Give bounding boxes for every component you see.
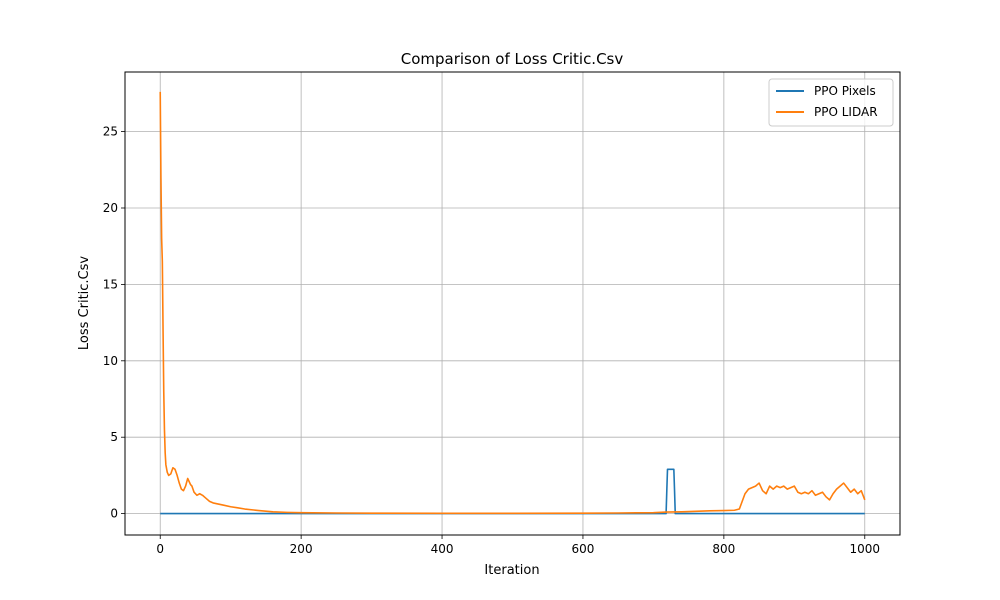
plot-frame bbox=[124, 71, 901, 536]
x-tick-label: 800 bbox=[712, 542, 735, 556]
y-tick-label: 0 bbox=[110, 507, 118, 521]
legend-label-ppo-pixels: PPO Pixels bbox=[814, 84, 876, 98]
y-tick-label: 5 bbox=[110, 430, 118, 444]
series-layer bbox=[159, 91, 866, 515]
series-line-ppo-lidar bbox=[159, 91, 866, 515]
x-tick-label: 1000 bbox=[849, 542, 880, 556]
x-tick-label: 200 bbox=[290, 542, 313, 556]
chart-title: Comparison of Loss Critic.Csv bbox=[401, 50, 624, 68]
legend-label-ppo-lidar: PPO LIDAR bbox=[814, 105, 878, 119]
x-tick-label: 600 bbox=[572, 542, 595, 556]
y-tick-label: 15 bbox=[103, 277, 118, 291]
y-tick-label: 25 bbox=[103, 125, 118, 139]
y-tick-label: 10 bbox=[103, 354, 118, 368]
series-line-ppo-pixels bbox=[160, 468, 865, 515]
x-axis-label: Iteration bbox=[484, 563, 539, 578]
y-tick-label: 20 bbox=[103, 201, 118, 215]
x-tick-label: 0 bbox=[156, 542, 164, 556]
y-axis: 0 5 10 15 20 25 bbox=[103, 125, 125, 521]
y-axis-label: Loss Critic.Csv bbox=[77, 256, 92, 351]
legend: PPO Pixels PPO LIDAR bbox=[768, 78, 894, 127]
x-axis: 0 200 400 600 800 1000 bbox=[156, 535, 880, 556]
x-tick-label: 400 bbox=[431, 542, 454, 556]
